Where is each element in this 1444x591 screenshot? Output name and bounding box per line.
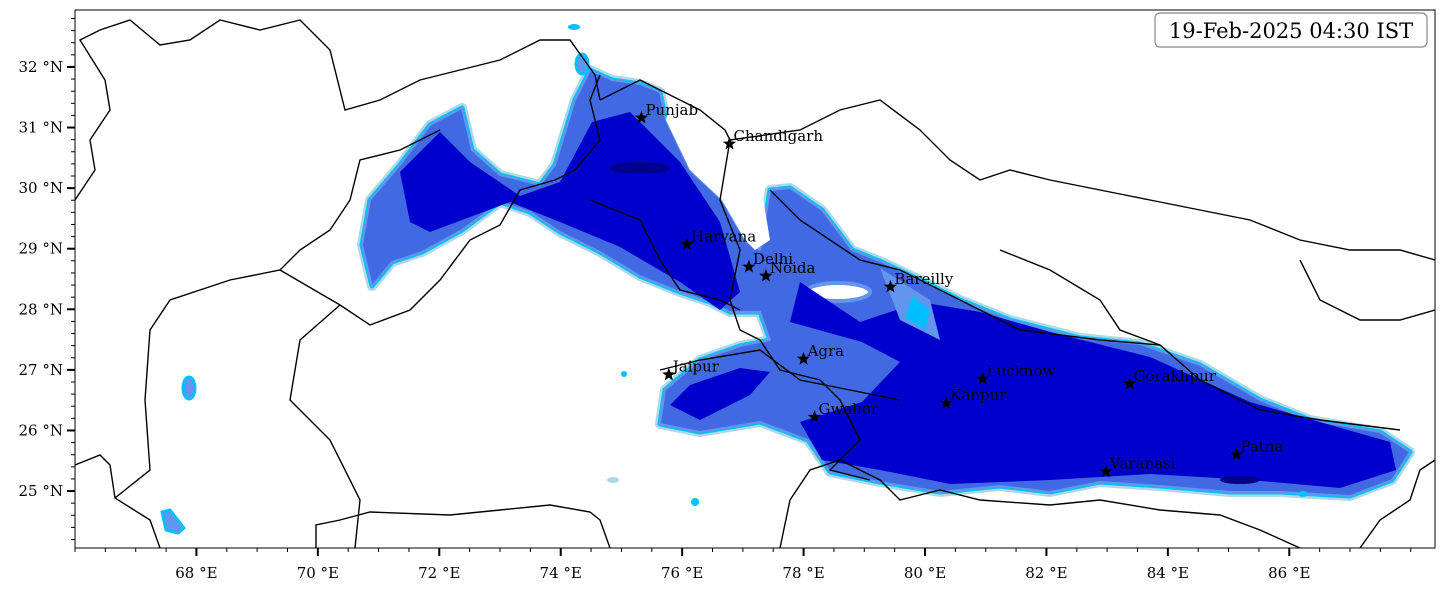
city-marker-delhi: Delhi — [742, 250, 793, 273]
star-icon — [807, 410, 822, 423]
lat-tick-label: 25 °N — [19, 482, 63, 500]
rain-gap — [666, 80, 770, 250]
lat-tick-label: 27 °N — [19, 361, 63, 379]
lon-tick-label: 68 °E — [175, 564, 217, 582]
city-label: Haryana — [691, 227, 756, 245]
star-icon — [796, 352, 811, 365]
star-icon — [939, 396, 953, 409]
rain-blob — [160, 508, 186, 535]
rain-core-west — [400, 112, 740, 310]
city-marker-bareilly: Bareilly — [883, 270, 954, 293]
city-label: Lucknow — [987, 362, 1056, 380]
lon-tick-label: 82 °E — [1025, 564, 1067, 582]
star-icon — [883, 279, 898, 293]
latitude-axis: 25 °N 26 °N 27 °N 28 °N 29 °N 30 °N 31 °N 32 °N — [19, 17, 75, 541]
city-label: Punjab — [645, 101, 698, 119]
city-label: Bareilly — [894, 270, 953, 288]
lon-tick-label: 70 °E — [297, 564, 339, 582]
lon-tick-label: 78 °E — [782, 564, 824, 582]
city-label: Varanasi — [1109, 455, 1176, 473]
lat-tick-label: 29 °N — [19, 240, 63, 258]
city-marker-chandigarh: Chandigarh — [722, 127, 824, 150]
city-label: Gorakhpur — [1134, 367, 1217, 385]
boundaries — [75, 19, 1435, 548]
lat-tick-label: 32 °N — [19, 58, 63, 76]
rainfall-contours — [160, 24, 1415, 535]
lon-tick-label: 86 °E — [1268, 564, 1310, 582]
star-icon — [742, 259, 756, 273]
star-icon — [1122, 376, 1137, 390]
rain-blob — [181, 375, 197, 401]
lat-tick-label: 31 °N — [19, 119, 63, 137]
city-marker-punjab: Punjab — [634, 101, 698, 124]
lon-tick-label: 84 °E — [1147, 564, 1189, 582]
city-marker-gorakhpur: Gorakhpur — [1122, 367, 1217, 390]
map-frame — [74, 9, 1436, 549]
star-icon — [662, 367, 676, 381]
city-marker-jaipur: Jaipur — [662, 358, 720, 381]
star-icon — [1099, 464, 1113, 478]
city-marker-haryana: Haryana — [680, 227, 756, 251]
star-icon — [634, 110, 649, 124]
city-marker-agra: Agra — [796, 342, 845, 365]
star-icon — [722, 136, 737, 150]
city-label: Jaipur — [671, 358, 720, 376]
star-icon — [976, 372, 990, 385]
star-icon — [1229, 447, 1244, 461]
star-icon — [759, 269, 773, 282]
city-label: Agra — [807, 342, 845, 360]
lat-tick-label: 30 °N — [19, 179, 63, 197]
city-label: Noida — [770, 259, 816, 277]
longitude-axis: 68 °E 70 °E 72 °E 74 °E 76 °E 78 °E 80 °E 82 °E… — [74, 548, 1412, 582]
lon-tick-label: 74 °E — [540, 564, 582, 582]
city-label: Delhi — [753, 250, 793, 268]
timestamp-label: 19-Feb-2025 04:30 IST — [1169, 19, 1413, 43]
city-marker-gwalior: Gwalior — [807, 400, 879, 423]
star-icon — [680, 237, 694, 251]
lon-tick-label: 72 °E — [418, 564, 460, 582]
city-label: Chandigarh — [734, 127, 824, 145]
timestamp-box: 19-Feb-2025 04:30 IST — [1154, 12, 1428, 48]
city-marker-kanpur: Kanpur — [939, 386, 1007, 409]
city-marker-lucknow: Lucknow — [976, 362, 1055, 385]
lat-tick-label: 26 °N — [19, 421, 63, 439]
city-label: Kanpur — [950, 386, 1007, 404]
city-marker-noida: Noida — [759, 259, 815, 282]
city-label: Gwalior — [819, 400, 879, 418]
rain-core-east — [790, 282, 1396, 488]
city-label: Patna — [1240, 438, 1283, 456]
lon-tick-label: 80 °E — [904, 564, 946, 582]
city-marker-varanasi: Varanasi — [1099, 455, 1176, 478]
lon-tick-label: 76 °E — [661, 564, 703, 582]
city-marker-patna: Patna — [1229, 438, 1284, 461]
lat-tick-label: 28 °N — [19, 300, 63, 318]
